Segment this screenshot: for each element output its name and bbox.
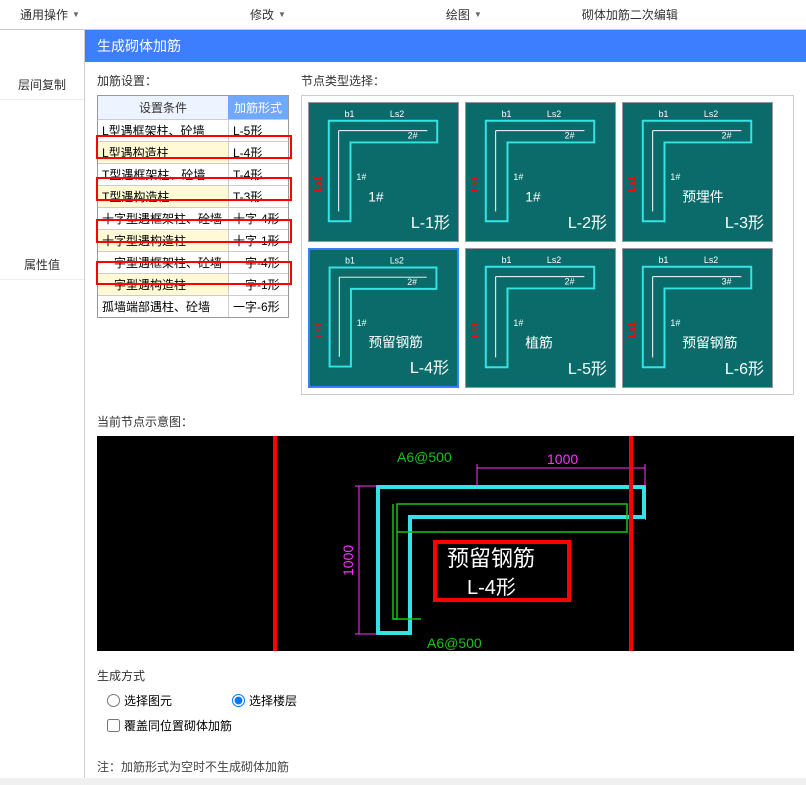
svg-text:2#: 2# — [722, 130, 732, 140]
svg-text:Ls1: Ls1 — [470, 322, 481, 338]
node-card[interactable]: b1 Ls2 2# 1# Ls1 植筋 L-5形 — [465, 248, 616, 388]
toolbar-wall-edit[interactable]: 砌体加筋二次编辑 — [562, 0, 698, 29]
node-card[interactable]: b1 Ls2 2# 1# Ls1 1# L-2形 — [465, 102, 616, 242]
node-card[interactable]: b1 Ls2 3# 1# Ls1 预留钢筋 L-6形 — [622, 248, 773, 388]
copy-floor-button[interactable]: 层间复制 — [0, 70, 84, 100]
dialog: 生成砌体加筋 加筋设置： 设置条件 加筋形式 L型遇框架柱、砼墙L-5形L型遇构… — [85, 30, 806, 778]
rebar-spec-top: A6@500 — [397, 449, 452, 465]
left-panel: 层间复制 属性值 — [0, 30, 85, 778]
chevron-down-icon: ▼ — [278, 10, 286, 19]
svg-text:Ls1: Ls1 — [314, 322, 325, 338]
svg-text:Ls2: Ls2 — [704, 255, 718, 265]
gen-label: 生成方式 — [97, 667, 794, 684]
table-row[interactable]: 十字型遇框架柱、砼墙十字-4形 — [98, 207, 288, 229]
svg-text:1#: 1# — [525, 190, 541, 205]
table-row[interactable]: 一字型遇构造柱一字-1形 — [98, 273, 288, 295]
preview-box: 1000 1000 A6@500 A6@500 预留钢筋 L-4形 — [97, 436, 794, 651]
node-grid: b1 Ls2 2# 1# Ls1 1# L-1形 b1 Ls2 2# 1# Ls… — [301, 95, 794, 395]
svg-text:Ls2: Ls2 — [547, 109, 561, 119]
dim-v: 1000 — [340, 545, 356, 576]
svg-text:b1: b1 — [502, 255, 512, 265]
svg-text:Ls2: Ls2 — [704, 109, 718, 119]
col-condition: 设置条件 — [98, 96, 228, 119]
chevron-down-icon: ▼ — [72, 10, 80, 19]
svg-text:Ls1: Ls1 — [470, 176, 481, 192]
table-row[interactable]: 孤墙端部遇柱、砼墙一字-6形 — [98, 295, 288, 317]
svg-text:1#: 1# — [368, 190, 384, 205]
svg-text:Ls1: Ls1 — [627, 322, 638, 338]
rebar-spec-bottom: A6@500 — [427, 635, 482, 651]
table-row[interactable]: T型遇框架柱、砼墙T-4形 — [98, 163, 288, 185]
svg-text:植筋: 植筋 — [525, 335, 553, 351]
svg-text:2#: 2# — [565, 276, 575, 286]
svg-text:预埋件: 预埋件 — [682, 190, 724, 205]
svg-text:预留钢筋: 预留钢筋 — [368, 334, 422, 350]
preview-label: 当前节点示意图： — [97, 413, 794, 430]
svg-text:预留钢筋: 预留钢筋 — [682, 335, 737, 351]
toolbar-general[interactable]: 通用操作▼ — [0, 0, 100, 29]
svg-text:b1: b1 — [659, 255, 669, 265]
table-row[interactable]: 一字型遇框架柱、砼墙一字-4形 — [98, 251, 288, 273]
svg-text:b1: b1 — [345, 256, 355, 266]
table-row[interactable]: L型遇构造柱L-4形 — [98, 141, 288, 163]
settings-label: 加筋设置： — [97, 72, 289, 89]
node-card[interactable]: b1 Ls2 2# 1# Ls1 预留钢筋 L-4形 — [308, 248, 459, 388]
table-row[interactable]: T型遇构造柱T-3形 — [98, 185, 288, 207]
svg-text:2#: 2# — [408, 130, 418, 140]
table-row[interactable]: L型遇框架柱、砼墙L-5形 — [98, 119, 288, 141]
svg-text:3#: 3# — [722, 276, 732, 286]
svg-text:Ls1: Ls1 — [313, 176, 324, 192]
chevron-down-icon: ▼ — [474, 10, 482, 19]
node-card[interactable]: b1 Ls2 2# 1# Ls1 1# L-1形 — [308, 102, 459, 242]
node-card[interactable]: b1 Ls2 2# 1# Ls1 预埋件 L-3形 — [622, 102, 773, 242]
toolbar-draw[interactable]: 绘图▼ — [426, 0, 502, 29]
dialog-title: 生成砌体加筋 — [85, 30, 806, 62]
svg-text:Ls2: Ls2 — [390, 109, 404, 119]
svg-text:2#: 2# — [565, 130, 575, 140]
svg-text:1#: 1# — [513, 318, 523, 328]
preview-sub-label: L-4形 — [467, 576, 516, 599]
radio-select-floor[interactable]: 选择楼层 — [232, 692, 297, 709]
svg-text:Ls2: Ls2 — [547, 255, 561, 265]
checkbox-overwrite[interactable]: 覆盖同位置砌体加筋 — [107, 717, 794, 734]
svg-text:1#: 1# — [513, 172, 523, 182]
svg-text:1#: 1# — [670, 318, 680, 328]
attr-value-button[interactable]: 属性值 — [0, 250, 84, 280]
toolbar-modify[interactable]: 修改▼ — [230, 0, 306, 29]
dim-h: 1000 — [547, 451, 578, 467]
radio-select-elem[interactable]: 选择图元 — [107, 692, 172, 709]
svg-text:1#: 1# — [670, 172, 680, 182]
svg-text:b1: b1 — [502, 109, 512, 119]
svg-text:1#: 1# — [357, 318, 367, 328]
svg-text:Ls2: Ls2 — [390, 256, 404, 266]
settings-table: 设置条件 加筋形式 L型遇框架柱、砼墙L-5形L型遇构造柱L-4形T型遇框架柱、… — [97, 95, 289, 318]
note-text: 注：加筋形式为空时不生成砌体加筋 — [97, 752, 794, 775]
col-form: 加筋形式 — [228, 96, 288, 119]
preview-main-label: 预留钢筋 — [447, 546, 535, 571]
table-row[interactable]: 十字型遇构造柱十字-1形 — [98, 229, 288, 251]
svg-text:Ls1: Ls1 — [627, 176, 638, 192]
svg-text:2#: 2# — [407, 277, 417, 287]
node-type-label: 节点类型选择： — [301, 72, 794, 89]
main-toolbar: 通用操作▼ 修改▼ 绘图▼ 砌体加筋二次编辑 — [0, 0, 806, 30]
svg-text:1#: 1# — [356, 172, 366, 182]
svg-text:b1: b1 — [659, 109, 669, 119]
svg-text:b1: b1 — [345, 109, 355, 119]
